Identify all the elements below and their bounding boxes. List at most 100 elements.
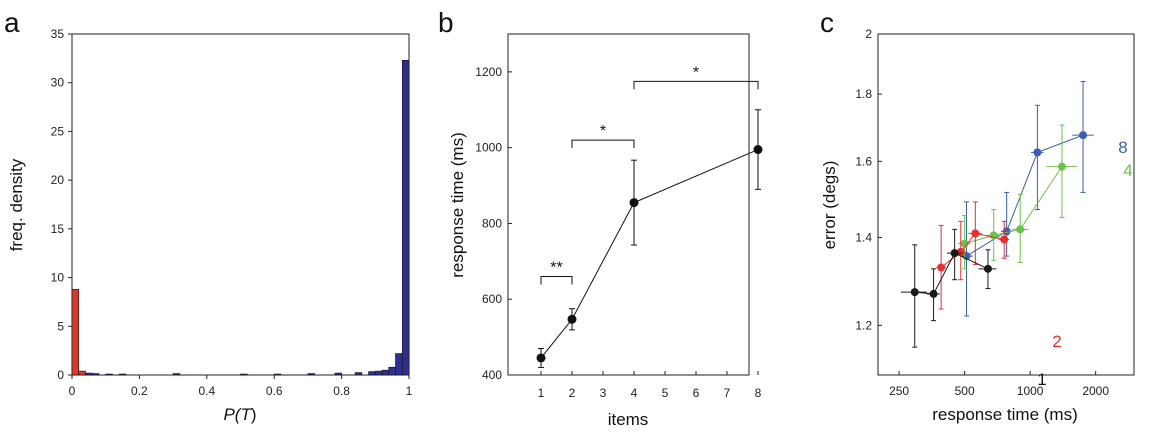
y-tick-label: 5 — [57, 319, 64, 333]
data-point — [910, 288, 919, 297]
panel-a-x-label-prefix: P( — [223, 405, 242, 424]
panel-a-x-ticks: 0 0.2 0.4 0.6 0.8 1 — [69, 375, 413, 398]
significance-bracket — [571, 139, 635, 149]
panel-a-y-axis-label: freq. density — [7, 158, 26, 251]
data-point — [629, 198, 639, 208]
x-tick-label: 1000 — [1017, 384, 1044, 398]
panel-b-x-axis-label: items — [608, 410, 649, 429]
data-point — [971, 229, 980, 238]
data-point — [956, 247, 965, 256]
significance-bracket — [540, 275, 573, 285]
x-tick-label: 2 — [569, 386, 576, 400]
histogram-bar — [354, 372, 363, 376]
data-point — [1079, 131, 1088, 140]
data-point — [1057, 162, 1066, 171]
series-line — [964, 166, 1063, 245]
x-tick-label: 0.2 — [131, 384, 148, 398]
data-point — [536, 353, 546, 363]
panel-a-bars — [71, 60, 410, 376]
histogram-bar — [388, 366, 396, 376]
y-tick-label: 25 — [51, 124, 65, 138]
data-point — [1033, 148, 1042, 157]
panel-c-data: 12 4 8 — [900, 81, 1133, 389]
x-tick-label: 2000 — [1082, 384, 1109, 398]
significance-bracket — [633, 80, 759, 90]
y-tick-label: 600 — [482, 292, 502, 306]
x-tick-label: 1 — [406, 384, 413, 398]
x-tick-label: 3 — [600, 386, 607, 400]
x-tick-label: 1 — [538, 386, 545, 400]
histogram-bar — [118, 373, 127, 376]
histogram-bar — [172, 373, 181, 376]
histogram-bar — [401, 60, 410, 376]
histogram-bar — [395, 353, 403, 376]
data-point — [929, 289, 938, 298]
histogram-bar — [273, 373, 282, 376]
panel-c-y-axis-label: error (degs) — [820, 161, 839, 250]
y-tick-label: 1000 — [475, 141, 502, 155]
panel-c-x-ticks: 250 500 1000 2000 — [889, 371, 1109, 398]
x-tick-label: 0.8 — [333, 384, 350, 398]
histogram-bar — [374, 370, 383, 376]
x-tick-label: 6 — [693, 386, 700, 400]
significance-label: * — [600, 123, 606, 140]
y-tick-label: 1.8 — [855, 87, 872, 101]
histogram-bar — [240, 373, 248, 376]
data-point — [1000, 235, 1009, 244]
panel-a-histogram: 0 5 10 15 20 25 30 35 0 0.2 0.4 0.6 0.8 1 freq. dens… — [7, 27, 413, 424]
histogram-bar — [368, 371, 376, 376]
y-tick-label: 1.4 — [855, 230, 872, 244]
y-tick-label: 15 — [51, 222, 65, 236]
data-point — [1016, 225, 1025, 234]
series-label: 8 — [1118, 138, 1127, 157]
x-tick-label: 0.4 — [198, 384, 215, 398]
data-point — [960, 239, 969, 248]
x-tick-label: 0.6 — [266, 384, 283, 398]
x-tick-label: 250 — [889, 384, 909, 398]
y-tick-label: 30 — [51, 76, 65, 90]
panel-a-letter: a — [4, 7, 20, 38]
panel-c-x-axis-label: response time (ms) — [932, 405, 1077, 424]
panel-a-x-axis-label: P(T) — [223, 405, 256, 424]
y-tick-label: 10 — [51, 271, 65, 285]
panel-c-frame — [877, 33, 1135, 376]
y-tick-label: 1200 — [475, 65, 502, 79]
panel-b-x-ticks: 1 2 3 4 5 6 7 8 — [538, 371, 762, 400]
y-tick-label: 35 — [51, 27, 65, 41]
y-tick-label: 800 — [482, 216, 502, 230]
panel-b-frame — [507, 33, 750, 376]
panel-a-x-label-var: T — [240, 405, 252, 424]
x-tick-label: 7 — [724, 386, 731, 400]
data-point — [983, 264, 992, 273]
panel-a-x-label-suffix: ) — [251, 405, 257, 424]
panel-b-y-ticks: 400 600 800 1000 1200 — [475, 65, 512, 382]
series-label: 1 — [1037, 370, 1046, 389]
x-tick-label: 500 — [955, 384, 975, 398]
series-label: 2 — [1052, 332, 1061, 351]
y-tick-label: 400 — [482, 368, 502, 382]
panel-a-frame — [71, 33, 410, 376]
y-tick-label: 1.2 — [855, 318, 872, 332]
panel-a-y-ticks: 0 5 10 15 20 25 30 35 — [51, 27, 72, 382]
significance-label: * — [693, 64, 699, 81]
histogram-bar — [307, 373, 315, 376]
significance-label: ** — [550, 259, 562, 276]
panel-b-significance: **** — [540, 64, 759, 285]
y-tick-label: 1.6 — [855, 154, 872, 168]
histogram-bar — [105, 373, 113, 376]
y-tick-label: 20 — [51, 173, 65, 187]
histogram-bar — [85, 372, 93, 376]
histogram-bar — [71, 288, 80, 376]
panel-b-letter: b — [438, 7, 454, 38]
histogram-bar — [334, 372, 342, 376]
x-tick-label: 5 — [662, 386, 669, 400]
x-tick-label: 4 — [631, 386, 638, 400]
data-point — [753, 145, 763, 155]
series-line — [540, 149, 759, 359]
y-tick-label: 0 — [57, 368, 64, 382]
panel-c-letter: c — [820, 7, 834, 38]
series-line — [914, 252, 989, 295]
